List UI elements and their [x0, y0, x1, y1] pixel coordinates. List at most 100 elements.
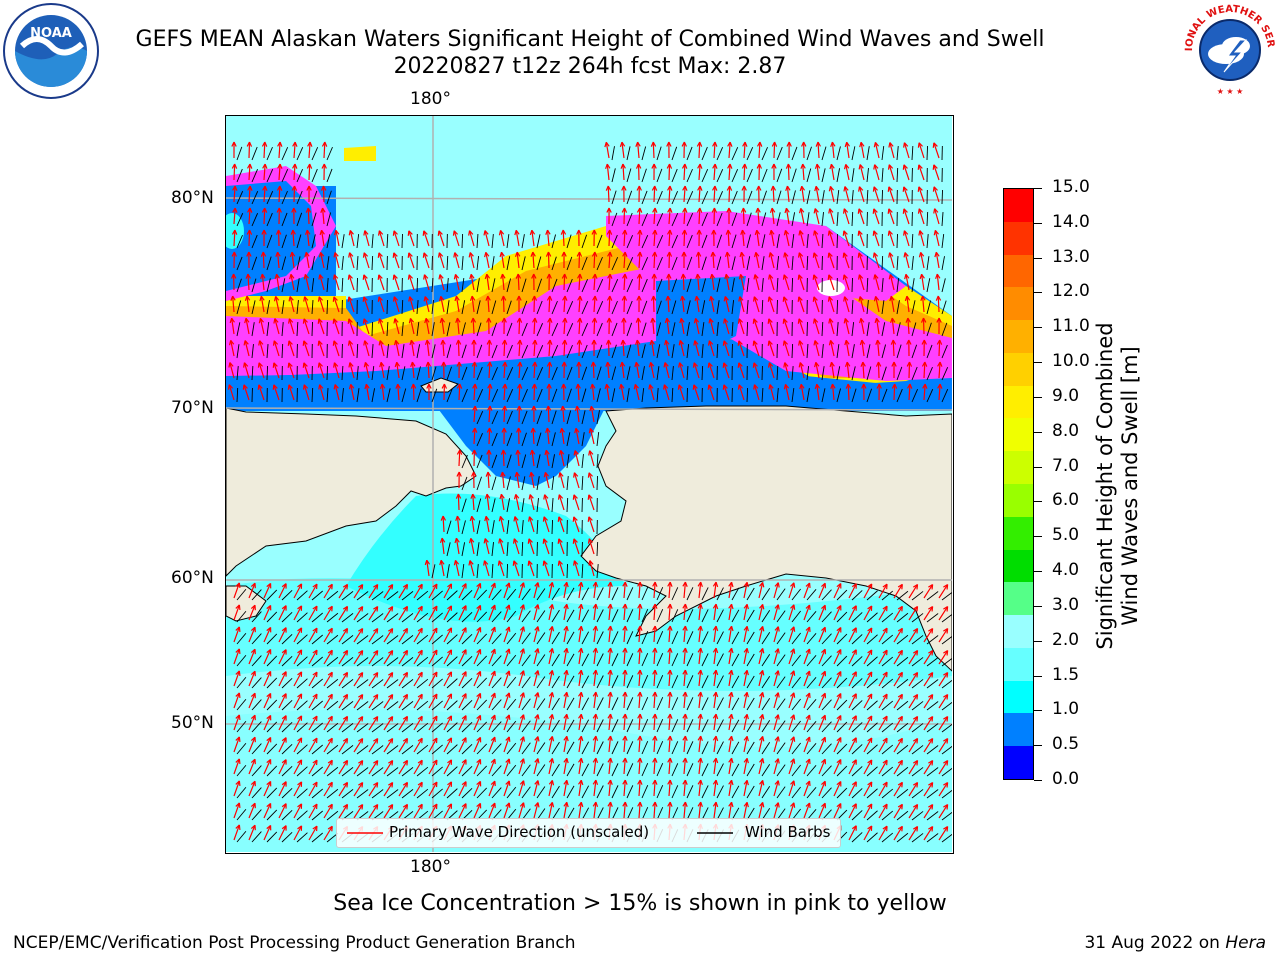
wave-arrow: [863, 671, 873, 687]
wave-arrow-head: [519, 736, 525, 742]
wave-arrow: [620, 384, 625, 401]
wind-barb: [596, 697, 604, 711]
wave-arrow-head: [417, 781, 423, 788]
wave-arrow-head: [752, 296, 759, 302]
wind-barb: [776, 632, 786, 645]
wind-barb: [281, 169, 289, 183]
wave-arrow: [353, 738, 364, 753]
wind-barb: [776, 278, 779, 293]
wave-arrow: [263, 163, 266, 181]
wave-arrow: [878, 715, 888, 731]
wave-arrow: [907, 317, 910, 335]
wind-barb: [446, 300, 450, 315]
wind-barb: [671, 763, 679, 777]
wave-arrow-head: [297, 737, 303, 743]
wave-arrow: [368, 782, 379, 797]
wave-arrow: [349, 230, 355, 247]
wave-arrow: [473, 361, 476, 379]
wave-arrow-head: [402, 781, 409, 788]
wave-arrow: [533, 361, 536, 379]
wave-arrow: [425, 318, 430, 335]
wind-barb: [521, 388, 528, 403]
wave-arrow-head: [652, 647, 658, 653]
wave-arrow-head: [312, 583, 318, 590]
colorbar-tick-mark: [1034, 188, 1042, 189]
wave-arrow: [318, 318, 325, 335]
wave-arrow-head: [844, 339, 850, 346]
wind-barb: [551, 519, 554, 535]
wave-arrow-head: [258, 340, 264, 346]
wind-barb: [536, 698, 546, 711]
wave-arrow: [413, 715, 423, 731]
wind-barb: [311, 147, 319, 161]
wind-barb: [761, 190, 767, 205]
wave-arrow-head: [801, 141, 807, 147]
wave-arrow: [938, 339, 941, 357]
wind-barb: [611, 146, 615, 161]
wave-arrow: [458, 605, 467, 621]
wave-arrow-head: [821, 758, 827, 765]
wind-barb: [356, 679, 369, 689]
wave-arrow: [563, 714, 568, 731]
wind-barb: [671, 168, 678, 183]
wave-arrow-head: [759, 802, 765, 808]
wind-barb: [596, 541, 599, 557]
wave-arrow: [589, 428, 595, 445]
wind-barb: [836, 233, 839, 249]
wave-arrow: [878, 605, 888, 621]
wave-arrow: [488, 626, 496, 643]
wave-arrow-head: [805, 604, 811, 611]
wind-barb: [656, 213, 664, 227]
wind-barb: [641, 587, 649, 601]
wind-barb: [296, 212, 303, 227]
wind-barb: [671, 675, 679, 689]
wave-arrow-head: [235, 582, 241, 588]
wave-arrow-head: [774, 626, 780, 632]
wave-arrow-head: [246, 141, 253, 147]
wave-arrow-head: [912, 649, 919, 656]
wave-arrow: [248, 824, 256, 841]
wave-arrow: [397, 384, 400, 401]
wind-barb: [311, 168, 318, 183]
wave-arrow-head: [250, 758, 256, 765]
wave-arrow: [548, 714, 553, 731]
wind-barb: [281, 343, 284, 359]
wind-barb: [341, 701, 354, 711]
wind-barb: [701, 631, 709, 645]
wind-barb: [371, 767, 384, 777]
wave-arrow: [278, 583, 287, 599]
wave-arrow-head: [519, 758, 525, 764]
wave-arrow-head: [771, 141, 778, 147]
wave-arrow-head: [534, 604, 540, 610]
wave-arrow: [772, 185, 775, 203]
wave-arrow: [363, 296, 370, 313]
wave-arrow-head: [728, 625, 734, 632]
wave-arrow-head: [362, 274, 368, 280]
wave-arrow: [533, 626, 539, 643]
wave-arrow: [413, 737, 423, 753]
wind-barb: [836, 168, 841, 183]
wind-barb: [596, 256, 603, 271]
wave-arrow: [578, 626, 582, 643]
wave-arrow: [488, 582, 496, 599]
wind-barb: [716, 169, 724, 183]
wave-arrow-head: [842, 208, 849, 214]
wind-barb: [851, 634, 863, 645]
wave-arrow: [863, 715, 873, 731]
wave-arrow: [783, 274, 790, 291]
wave-arrow-head: [821, 802, 827, 809]
wave-arrow: [454, 274, 460, 291]
wave-arrow-head: [578, 801, 584, 808]
wave-arrow-head: [591, 317, 598, 323]
wave-arrow: [288, 340, 295, 357]
wave-arrow-head: [437, 230, 443, 236]
wave-arrow-head: [851, 605, 857, 611]
wave-arrow: [743, 714, 748, 731]
wind-barb: [371, 789, 384, 799]
wave-arrow-head: [519, 604, 525, 610]
wave-arrow-head: [821, 736, 827, 743]
wave-arrow-head: [572, 494, 578, 500]
wave-arrow-head: [634, 361, 640, 368]
wave-arrow: [593, 317, 596, 335]
wave-arrow: [563, 582, 568, 599]
